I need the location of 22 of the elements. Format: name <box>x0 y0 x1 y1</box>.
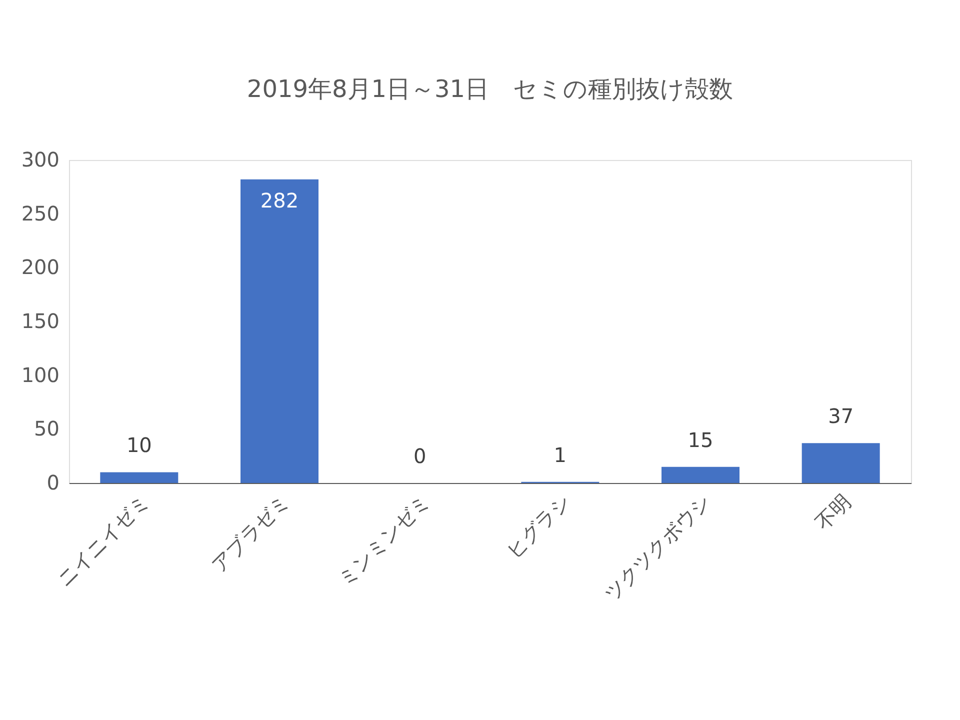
x-tick-label: 不明 <box>810 489 856 535</box>
bar <box>802 443 880 483</box>
bar <box>100 472 178 483</box>
x-tick-label: アブラゼミ <box>206 489 294 578</box>
bar <box>662 466 740 483</box>
y-tick-label: 200 <box>21 255 60 280</box>
data-label: 1 <box>554 442 567 467</box>
data-label: 10 <box>126 433 152 458</box>
y-tick-label: 150 <box>21 309 60 333</box>
x-tick-label: ヒグラシ <box>501 489 576 563</box>
y-tick-label: 100 <box>21 362 60 387</box>
data-label: 282 <box>260 188 299 212</box>
chart-title: 2019年8月1日～31日 セミの種別抜け殻数 <box>246 75 734 103</box>
x-tick-label: ツクツクボウシ <box>599 489 716 606</box>
bar <box>240 179 318 483</box>
x-tick-label: ミンミンゼミ <box>332 489 435 592</box>
data-label: 0 <box>413 444 426 468</box>
data-label: 15 <box>688 428 714 452</box>
data-label: 37 <box>828 404 854 428</box>
y-tick-label: 250 <box>21 201 60 226</box>
y-tick-label: 300 <box>21 148 60 172</box>
y-tick-label: 50 <box>34 416 60 441</box>
